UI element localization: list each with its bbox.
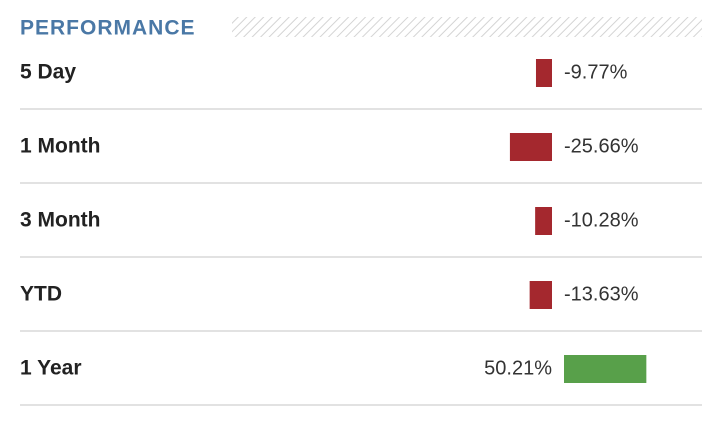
row-label: 3 Month — [20, 209, 100, 232]
value-label: -25.66% — [564, 135, 639, 157]
widget-title: PERFORMANCE — [20, 17, 196, 40]
bar — [535, 59, 552, 87]
bar — [509, 133, 552, 161]
row-label: YTD — [20, 283, 62, 306]
value-label: -9.77% — [564, 61, 628, 83]
bar — [535, 207, 552, 235]
value-label: -10.28% — [564, 209, 639, 231]
row-label: 5 Day — [20, 61, 76, 84]
row-label: 1 Year — [20, 357, 82, 380]
value-label: -13.63% — [564, 283, 639, 305]
row-label: 1 Month — [20, 135, 100, 158]
bar — [529, 281, 552, 309]
bar — [564, 355, 647, 383]
header-hatch — [232, 17, 702, 37]
value-label: 50.21% — [484, 357, 552, 379]
